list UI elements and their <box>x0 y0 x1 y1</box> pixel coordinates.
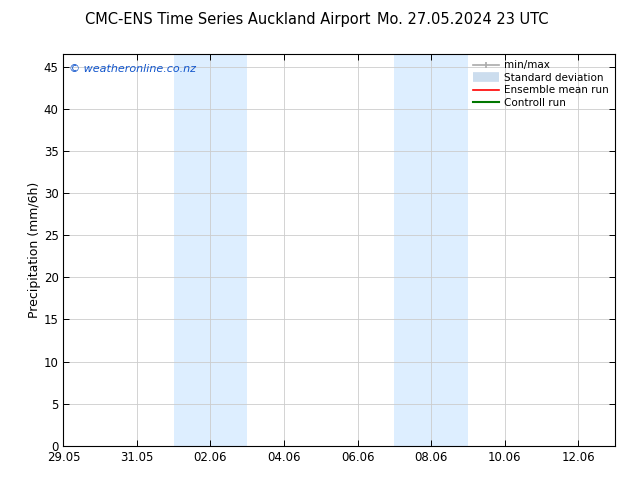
Text: © weatheronline.co.nz: © weatheronline.co.nz <box>69 64 196 74</box>
Text: Mo. 27.05.2024 23 UTC: Mo. 27.05.2024 23 UTC <box>377 12 548 27</box>
Bar <box>174 54 247 446</box>
Y-axis label: Precipitation (mm/6h): Precipitation (mm/6h) <box>28 182 41 318</box>
Legend: min/max, Standard deviation, Ensemble mean run, Controll run: min/max, Standard deviation, Ensemble me… <box>470 57 612 111</box>
Bar <box>394 54 468 446</box>
Text: CMC-ENS Time Series Auckland Airport: CMC-ENS Time Series Auckland Airport <box>86 12 371 27</box>
